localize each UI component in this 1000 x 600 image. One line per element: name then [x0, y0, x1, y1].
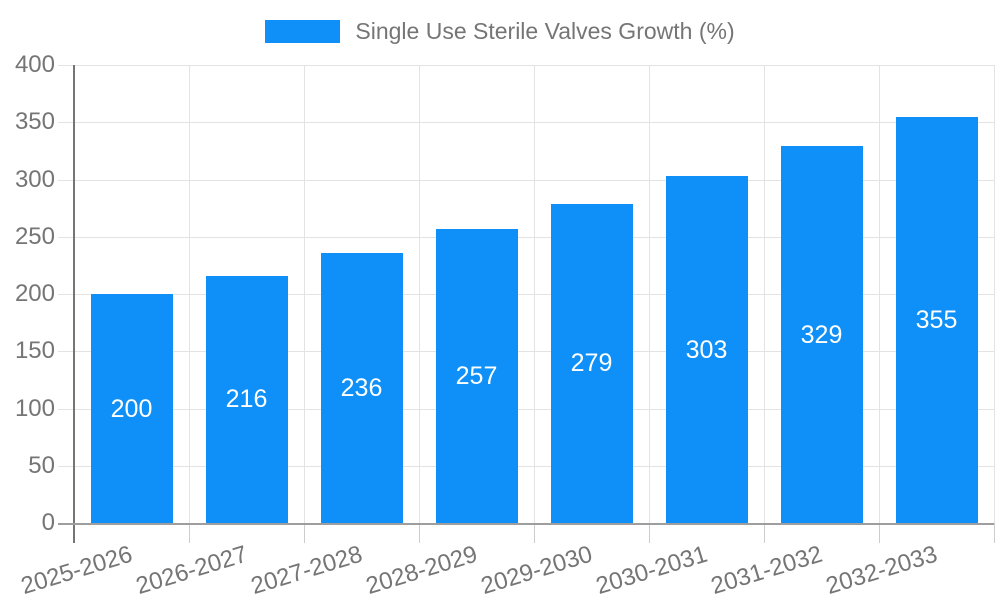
y-gridline-50	[58, 466, 994, 467]
y-tick-label-400: 400	[14, 51, 55, 78]
bar-2025-2026[interactable]	[90, 294, 173, 523]
y-gridline-200	[58, 294, 994, 295]
bar-value-label-2028-2029: 257	[455, 361, 498, 390]
y-tick-label-200: 200	[14, 280, 55, 307]
x-gridline-6	[764, 65, 765, 523]
x-axis-tick-3	[419, 523, 420, 543]
legend[interactable]: Single Use Sterile Valves Growth (%)	[0, 18, 1000, 45]
y-axis-line	[73, 65, 75, 543]
x-gridline-4	[534, 65, 535, 523]
legend-label[interactable]: Single Use Sterile Valves Growth (%)	[355, 18, 735, 44]
y-tick-label-100: 100	[14, 394, 55, 422]
x-tick-label-2032-2033: 2032-2033	[822, 540, 941, 600]
y-gridline-250	[58, 237, 994, 238]
x-axis-tick-5	[649, 523, 650, 543]
y-gridline-150	[58, 351, 994, 352]
x-tick-label-2025-2026: 2025-2026	[17, 540, 136, 600]
legend-swatch[interactable]	[265, 20, 341, 43]
bar-value-label-2030-2031: 303	[685, 335, 728, 364]
y-tick-label-150: 150	[14, 337, 55, 365]
x-gridline-1	[189, 65, 190, 523]
bar-2027-2028[interactable]	[320, 252, 403, 523]
y-tick-label-300: 300	[14, 165, 55, 193]
bar-value-label-2025-2026: 200	[110, 394, 153, 423]
x-tick-label-2027-2028: 2027-2028	[247, 540, 366, 600]
x-gridline-5	[649, 65, 650, 523]
y-tick-label-350: 350	[14, 108, 55, 136]
x-axis-tick-2	[304, 523, 305, 543]
bar-value-label-2032-2033: 355	[915, 305, 958, 334]
x-tick-label-2031-2032: 2031-2032	[707, 540, 826, 600]
y-gridline-100	[58, 409, 994, 410]
y-tick-label-250: 250	[14, 222, 55, 250]
y-gridline-400	[58, 65, 994, 66]
bar-2029-2030[interactable]	[550, 203, 633, 523]
bar-value-label-2031-2032: 329	[800, 320, 843, 349]
bar-2032-2033[interactable]	[895, 116, 978, 523]
bar-2028-2029[interactable]	[435, 228, 518, 523]
bar-2031-2032[interactable]	[780, 146, 863, 523]
x-tick-label-2026-2027: 2026-2027	[132, 540, 251, 600]
bar-2030-2031[interactable]	[665, 176, 748, 523]
x-gridline-3	[419, 65, 420, 523]
y-gridline-350	[58, 122, 994, 123]
x-axis-tick-1	[189, 523, 190, 543]
bar-value-label-2029-2030: 279	[570, 349, 613, 378]
x-axis-tick-6	[764, 523, 765, 543]
bar-value-label-2026-2027: 216	[225, 385, 268, 414]
x-axis-tick-4	[534, 523, 535, 543]
y-tick-label-0: 0	[41, 509, 55, 536]
x-gridline-8	[994, 65, 995, 523]
x-axis-tick-8	[994, 523, 995, 543]
bar-value-label-2027-2028: 236	[340, 373, 383, 402]
y-tick-label-50: 50	[28, 451, 55, 479]
x-axis-tick-7	[879, 523, 880, 543]
x-gridline-2	[304, 65, 305, 523]
x-gridline-7	[879, 65, 880, 523]
x-tick-label-2028-2029: 2028-2029	[362, 540, 481, 600]
bar-2026-2027[interactable]	[205, 275, 288, 523]
y-gridline-300	[58, 180, 994, 181]
x-tick-label-2030-2031: 2030-2031	[592, 540, 711, 600]
x-tick-label-2029-2030: 2029-2030	[477, 540, 596, 600]
x-axis-line	[58, 523, 994, 525]
